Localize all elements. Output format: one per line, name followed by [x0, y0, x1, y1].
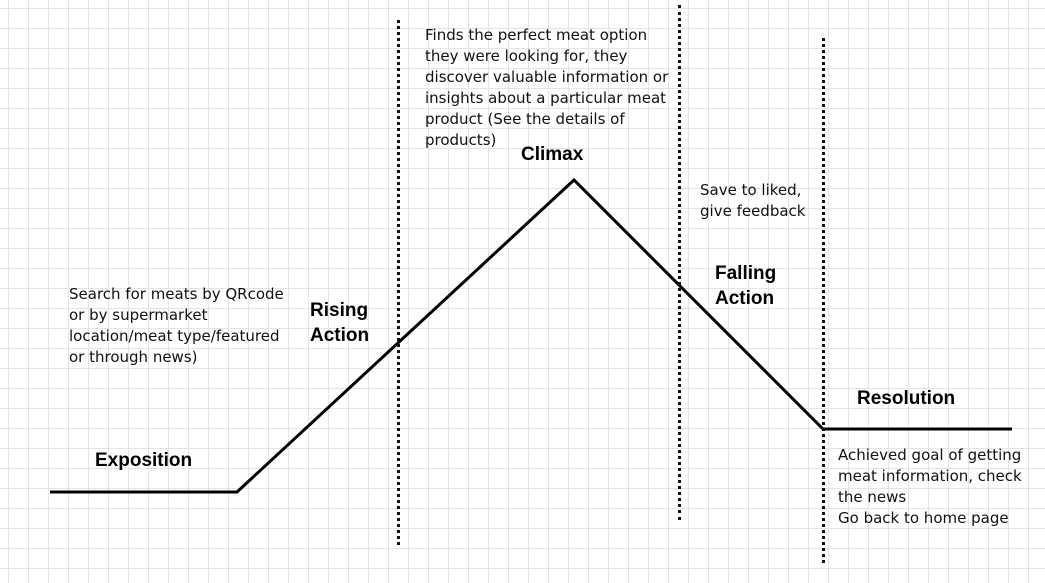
- note-falling-action: Save to liked, give feedback: [700, 181, 806, 220]
- note-climax: Finds the perfect meat option they were …: [425, 26, 669, 149]
- stage-label-climax: Climax: [521, 144, 584, 165]
- divider-falling-resolution: [822, 38, 825, 563]
- note-exposition: Search for meats by QRcode or by superma…: [69, 285, 284, 366]
- divider-rising-climax: [397, 20, 400, 545]
- stage-label-resolution: Resolution: [857, 388, 956, 409]
- stage-label-falling-action: Falling Action: [715, 263, 777, 309]
- note-resolution: Achieved goal of getting meat informatio…: [838, 446, 1022, 527]
- stage-label-rising-action: Rising Action: [310, 300, 370, 346]
- stage-label-exposition: Exposition: [95, 450, 193, 471]
- divider-climax-falling: [678, 5, 681, 520]
- story-arc-line: [50, 177, 1012, 494]
